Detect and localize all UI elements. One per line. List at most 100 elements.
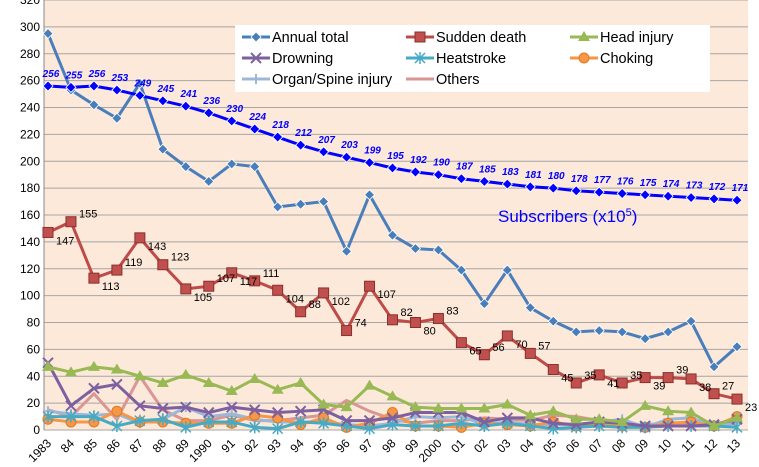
data-point (134, 232, 146, 244)
data-point (295, 139, 307, 151)
data-label: 38 (699, 382, 711, 394)
x-tick-label: 88 (150, 436, 170, 456)
legend-label: Sudden death (436, 30, 526, 46)
data-point (386, 390, 399, 401)
x-tick-label: 94 (287, 436, 307, 456)
data-point (42, 28, 54, 40)
data-point (341, 151, 353, 163)
x-tick-label: 86 (104, 436, 124, 456)
data-point (685, 315, 697, 327)
data-label: 195 (387, 151, 404, 162)
legend-label: Organ/Spine injury (272, 72, 393, 88)
data-label: 57 (538, 340, 550, 352)
data-label: 253 (111, 73, 129, 84)
legend: Annual total Sudden death Head injury Drown… (235, 25, 710, 92)
x-tick-label: 92 (241, 436, 261, 456)
data-label: 123 (171, 252, 189, 264)
data-label: 218 (271, 120, 289, 131)
data-point (180, 401, 192, 413)
data-point (271, 383, 284, 394)
y-tick-label: 200 (20, 154, 40, 168)
data-point (111, 84, 123, 96)
x-tick-label: 10 (655, 436, 675, 456)
data-point (249, 421, 261, 434)
series-sudden-death (42, 216, 743, 405)
data-point (455, 264, 467, 276)
legend-label: Head injury (600, 30, 674, 46)
data-label: 171 (732, 183, 749, 194)
data-point (432, 419, 444, 432)
data-point (387, 314, 398, 326)
data-point (524, 181, 536, 193)
data-point (88, 99, 100, 111)
data-point (386, 412, 399, 424)
series-annual-total (42, 28, 743, 373)
data-label: 212 (294, 128, 312, 139)
data-point (134, 400, 146, 412)
series-subscribers (42, 80, 743, 206)
data-point (432, 169, 444, 181)
data-point (363, 189, 376, 201)
data-point (318, 195, 330, 208)
data-point (639, 189, 651, 201)
data-point (731, 194, 743, 206)
legend-label: Drowning (272, 51, 333, 67)
data-point (65, 81, 77, 93)
data-label: 181 (525, 170, 542, 181)
data-point (593, 324, 605, 337)
legend-box (235, 25, 710, 92)
data-point (685, 420, 697, 432)
data-point (662, 420, 674, 432)
data-point (478, 416, 491, 428)
data-point (731, 393, 743, 405)
data-label: 35 (584, 370, 596, 382)
data-point (547, 417, 559, 429)
data-point (547, 315, 559, 327)
data-point (157, 259, 169, 271)
data-point (294, 376, 307, 387)
data-label: 88 (309, 299, 321, 311)
x-tick-label: 06 (563, 436, 583, 456)
data-point (203, 406, 215, 419)
data-label: 107 (217, 273, 235, 285)
series-head-injury (42, 360, 743, 430)
x-tick-label: 04 (517, 436, 537, 456)
data-label: 230 (225, 104, 243, 115)
data-point (455, 417, 467, 430)
data-label: 178 (571, 174, 588, 185)
data-label: 245 (156, 84, 174, 95)
data-point (42, 226, 54, 238)
data-point (524, 347, 536, 359)
x-tick-label: 09 (632, 436, 652, 456)
data-point (478, 175, 490, 187)
data-point (42, 410, 54, 423)
data-label: 41 (607, 378, 619, 390)
y-tick-label: 160 (20, 208, 40, 222)
legend-label: Annual total (272, 30, 349, 46)
data-point (111, 264, 123, 276)
x-tick-label: 96 (333, 436, 353, 456)
data-label: 174 (663, 179, 680, 190)
data-point (88, 410, 100, 423)
data-point (88, 80, 100, 92)
y-tick-label: 320 (20, 0, 40, 7)
data-point (341, 325, 353, 337)
data-label: 190 (433, 158, 450, 169)
data-point (685, 373, 697, 385)
data-point (578, 52, 590, 64)
data-point (272, 284, 284, 296)
data-point (65, 216, 77, 228)
data-label: 173 (686, 181, 703, 192)
x-tick-label: 1990 (186, 436, 215, 465)
data-label: 27 (722, 381, 734, 393)
data-point (662, 326, 674, 338)
x-tick-label: 87 (127, 436, 147, 456)
data-point (317, 398, 330, 409)
legend-label: Others (436, 72, 480, 88)
data-point (524, 409, 537, 420)
data-label: 70 (515, 339, 527, 351)
data-point (318, 146, 330, 158)
data-point (180, 421, 192, 434)
data-point (432, 244, 444, 256)
